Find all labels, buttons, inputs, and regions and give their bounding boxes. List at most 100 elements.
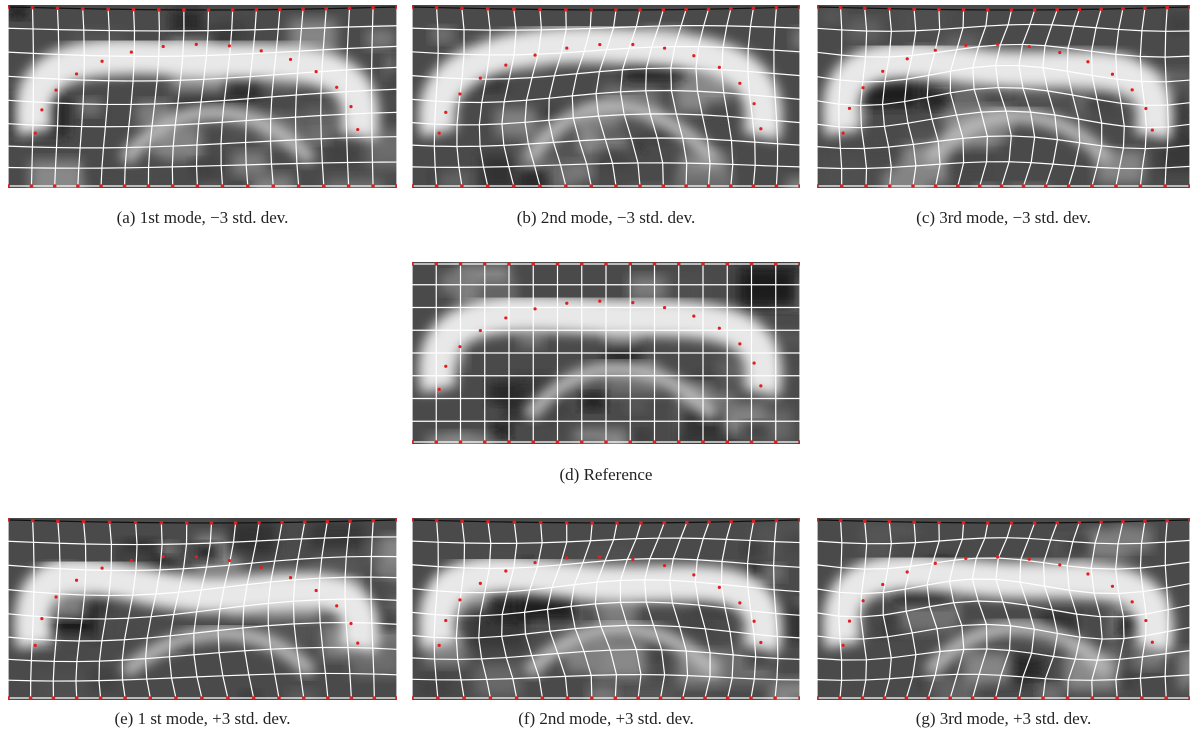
landmark (479, 77, 482, 80)
landmark (556, 262, 560, 266)
landmark (996, 555, 999, 558)
landmark (864, 184, 868, 188)
landmark (531, 262, 535, 266)
landmark (1121, 520, 1125, 524)
landmark (685, 521, 689, 525)
landmark (653, 440, 657, 444)
landmark (40, 617, 43, 620)
landmark (842, 644, 845, 647)
landmark (228, 559, 231, 562)
landmark (556, 440, 560, 444)
landmark (937, 521, 941, 525)
landmark (590, 521, 594, 525)
landmark (195, 555, 198, 558)
texture (37, 672, 87, 700)
landmark (863, 6, 867, 10)
panel-image (8, 518, 397, 700)
landmark (564, 8, 568, 12)
landmark (631, 301, 634, 304)
landmark (512, 184, 516, 188)
landmark (533, 561, 536, 564)
landmark (438, 388, 441, 391)
landmark (614, 8, 618, 12)
landmark (937, 8, 941, 12)
landmark (1144, 619, 1147, 622)
landmark (489, 696, 493, 700)
landmark (297, 184, 301, 188)
panel-image (412, 262, 800, 444)
landmark (1099, 520, 1103, 524)
caption: (a) 1st mode, −3 std. dev. (8, 208, 397, 228)
landmark (347, 184, 351, 188)
landmark (460, 519, 464, 523)
landmark (905, 696, 909, 700)
landmark (280, 521, 284, 525)
texture (307, 128, 330, 144)
landmark (182, 8, 186, 12)
landmark (301, 7, 305, 11)
landmark (53, 184, 57, 188)
texture (519, 331, 543, 348)
texture (1179, 651, 1190, 689)
texture (821, 8, 843, 23)
caption: (b) 2nd mode, −3 std. dev. (412, 208, 800, 228)
caption: (d) Reference (412, 465, 800, 485)
landmark (434, 440, 438, 444)
landmark (566, 696, 570, 700)
landmark (636, 696, 640, 700)
texture (784, 607, 800, 641)
landmark (861, 599, 864, 602)
panel-image (817, 518, 1190, 700)
landmark (934, 184, 938, 188)
landmark (504, 64, 507, 67)
landmark (356, 642, 359, 645)
landmark (486, 520, 490, 524)
landmark (260, 49, 263, 52)
landmark (486, 184, 490, 188)
landmark (1078, 521, 1082, 525)
landmark (348, 519, 352, 523)
landmark (31, 6, 35, 10)
landmark (631, 43, 634, 46)
landmark (130, 50, 133, 53)
landmark (1143, 519, 1147, 523)
landmark (589, 8, 593, 12)
landmark (1099, 7, 1103, 11)
landmark (718, 327, 721, 330)
landmark (348, 6, 352, 10)
landmark (99, 184, 103, 188)
landmark (1151, 128, 1154, 131)
landmark (677, 440, 681, 444)
landmark (541, 696, 545, 700)
landmark (1139, 184, 1143, 188)
texture (171, 10, 202, 32)
texture (783, 533, 800, 560)
landmark (483, 262, 487, 266)
landmark (692, 315, 695, 318)
landmark (100, 60, 103, 63)
texture (488, 382, 519, 404)
landmark (483, 440, 487, 444)
landmark (638, 8, 642, 12)
landmark (486, 7, 490, 11)
landmark (123, 184, 127, 188)
landmark (707, 184, 711, 188)
landmark (162, 45, 165, 48)
landmark (99, 696, 103, 700)
landmark (52, 696, 56, 700)
panel-image (817, 5, 1190, 188)
landmark (912, 7, 916, 11)
landmark (234, 521, 238, 525)
landmark (1055, 8, 1059, 12)
texture (1117, 526, 1152, 551)
landmark (986, 8, 990, 12)
landmark (839, 6, 843, 10)
landmark (1090, 184, 1094, 188)
landmark (75, 579, 78, 582)
landmark (515, 696, 519, 700)
landmark (628, 262, 632, 266)
landmark (436, 696, 440, 700)
landmark (662, 521, 666, 525)
landmark (231, 8, 235, 12)
landmark (479, 329, 482, 332)
